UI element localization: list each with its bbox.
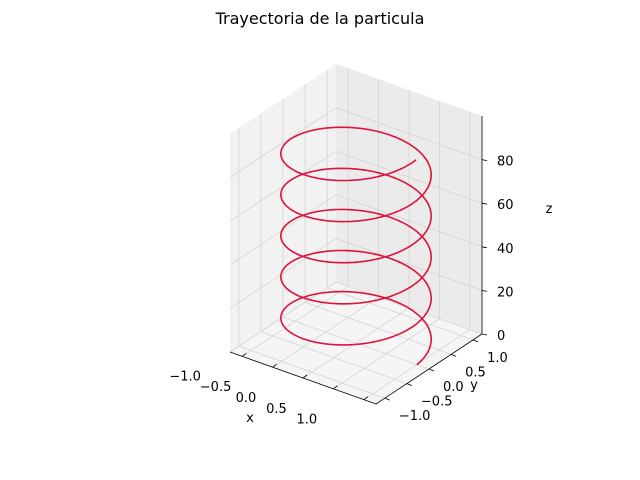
x-tick-label: 0.0 bbox=[236, 391, 257, 406]
grid-line bbox=[335, 238, 483, 291]
x-tick bbox=[272, 363, 277, 368]
series bbox=[279, 126, 433, 366]
grid-line bbox=[282, 316, 430, 370]
grid-line bbox=[238, 345, 385, 399]
z-tick-label: 80 bbox=[497, 155, 514, 170]
chart-title: Trayectoria de la particula bbox=[215, 9, 425, 28]
z-axis-label: z bbox=[546, 202, 553, 217]
grid-line bbox=[335, 107, 483, 160]
grid-line bbox=[260, 331, 408, 384]
z-tick bbox=[481, 333, 488, 336]
y-tick bbox=[450, 354, 457, 357]
y-tick-label: 0.5 bbox=[465, 365, 486, 380]
grid-line bbox=[335, 150, 483, 204]
x-tick-label: −0.5 bbox=[200, 380, 232, 395]
tick-marks: −1.0−0.50.00.51.0 −1.0−0.50.00.51.0020406… bbox=[169, 155, 513, 428]
grid-line bbox=[327, 287, 474, 341]
z-tick-label: 0 bbox=[497, 329, 505, 344]
z-tick-label: 20 bbox=[497, 285, 514, 300]
y-tick bbox=[428, 368, 435, 372]
y-tick-label: 1.0 bbox=[487, 351, 508, 366]
x-tick-label: 1.0 bbox=[296, 413, 317, 428]
z-tick bbox=[481, 246, 488, 249]
y-tick bbox=[473, 339, 479, 343]
x-axis-label: x bbox=[246, 411, 254, 426]
x-tick bbox=[241, 353, 247, 357]
y-tick-label: 0.0 bbox=[443, 380, 464, 395]
series-line bbox=[279, 126, 433, 366]
z-tick bbox=[481, 202, 488, 205]
y-tick-label: −1.0 bbox=[399, 409, 431, 424]
z-tick-label: 60 bbox=[497, 198, 514, 213]
grid-line bbox=[229, 150, 337, 222]
grid-line bbox=[335, 194, 483, 248]
grid-line bbox=[229, 107, 337, 178]
grid-line bbox=[229, 238, 337, 309]
y-tick-label: −0.5 bbox=[421, 395, 453, 410]
z-tick-label: 40 bbox=[497, 242, 514, 257]
y-tick bbox=[406, 383, 413, 386]
x-tick bbox=[363, 396, 369, 400]
x-tick-label: 0.5 bbox=[266, 402, 287, 417]
z-tick bbox=[481, 290, 488, 292]
z-tick bbox=[481, 159, 488, 161]
x-tick-label: −1.0 bbox=[169, 369, 201, 384]
x-tick bbox=[302, 374, 308, 379]
x-tick bbox=[333, 385, 338, 390]
y-axis-label: y bbox=[470, 378, 478, 393]
y-tick bbox=[384, 397, 390, 401]
grid-line bbox=[304, 302, 452, 355]
